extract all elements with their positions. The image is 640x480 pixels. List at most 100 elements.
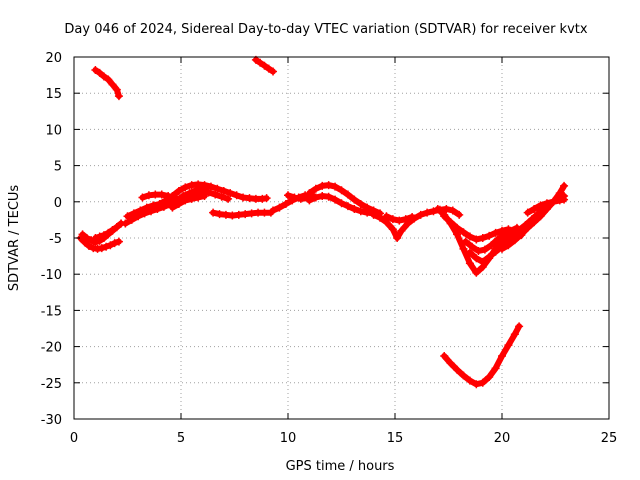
data-point bbox=[515, 322, 524, 331]
data-point bbox=[446, 359, 455, 368]
data-point bbox=[324, 192, 333, 201]
data-point bbox=[168, 203, 177, 212]
y-axis-label: SDTVAR / TECUs bbox=[7, 185, 22, 292]
data-point bbox=[264, 64, 273, 73]
data-point bbox=[502, 234, 511, 242]
data-point bbox=[408, 213, 417, 222]
data-point bbox=[472, 268, 481, 277]
data-point bbox=[401, 215, 410, 224]
data-point bbox=[416, 210, 425, 219]
data-point bbox=[99, 72, 108, 81]
data-point bbox=[153, 205, 162, 214]
data-point bbox=[448, 206, 457, 215]
data-point bbox=[209, 208, 218, 217]
data-point bbox=[504, 241, 513, 250]
data-point bbox=[147, 207, 156, 216]
data-point bbox=[560, 181, 569, 190]
data-point bbox=[465, 232, 474, 241]
data-point bbox=[382, 212, 391, 221]
data-point bbox=[331, 195, 340, 204]
data-point bbox=[478, 257, 487, 266]
x-tick-label: 10 bbox=[280, 431, 297, 446]
data-point bbox=[305, 196, 314, 205]
data-point bbox=[281, 199, 290, 208]
data-point bbox=[114, 237, 123, 246]
data-point bbox=[491, 247, 500, 256]
data-point bbox=[453, 365, 462, 374]
data-point bbox=[311, 193, 320, 202]
data-point bbox=[102, 242, 111, 251]
data-point bbox=[127, 215, 136, 224]
data-point bbox=[343, 190, 352, 199]
y-tick-label: -20 bbox=[41, 341, 62, 356]
data-series bbox=[76, 55, 569, 389]
data-point bbox=[459, 228, 468, 237]
data-point bbox=[290, 193, 299, 202]
data-point bbox=[260, 61, 269, 70]
data-point bbox=[106, 241, 115, 250]
x-tick-label: 0 bbox=[70, 431, 78, 446]
data-point bbox=[108, 226, 117, 235]
data-point bbox=[487, 241, 496, 250]
data-point bbox=[480, 245, 489, 254]
data-point bbox=[433, 205, 442, 214]
data-point bbox=[194, 193, 203, 202]
data-point bbox=[337, 199, 346, 208]
data-point bbox=[269, 206, 278, 215]
data-point bbox=[114, 92, 123, 101]
data-point bbox=[84, 241, 93, 250]
data-point bbox=[350, 205, 359, 214]
y-tick-label: 20 bbox=[45, 51, 62, 66]
data-series-arc-24 bbox=[441, 323, 523, 388]
data-point bbox=[397, 226, 406, 235]
data-point bbox=[134, 212, 143, 221]
data-point bbox=[311, 184, 320, 193]
data-point bbox=[108, 80, 117, 89]
data-point bbox=[442, 205, 451, 214]
data-point bbox=[356, 207, 365, 216]
data-point bbox=[446, 218, 455, 227]
data-point bbox=[465, 376, 474, 385]
y-tick-label: -15 bbox=[41, 304, 62, 319]
y-tick-label: 5 bbox=[54, 160, 62, 175]
data-point bbox=[461, 237, 470, 246]
y-tick-label: -5 bbox=[49, 232, 62, 247]
data-point bbox=[219, 186, 228, 195]
y-tick-label: -25 bbox=[41, 377, 62, 392]
data-point bbox=[174, 199, 183, 208]
data-point bbox=[157, 190, 166, 199]
data-point bbox=[140, 209, 149, 218]
data-point bbox=[324, 181, 333, 190]
data-point bbox=[112, 85, 121, 94]
data-point bbox=[388, 215, 397, 224]
data-point bbox=[95, 232, 104, 241]
chart-title: Day 046 of 2024, Sidereal Day-to-day VTE… bbox=[64, 22, 587, 37]
data-point bbox=[356, 199, 365, 208]
x-tick-label: 25 bbox=[601, 431, 618, 446]
data-point bbox=[337, 186, 346, 195]
data-point bbox=[504, 341, 513, 350]
data-point bbox=[91, 234, 100, 242]
data-point bbox=[104, 75, 113, 84]
data-point bbox=[498, 244, 506, 253]
data-point bbox=[478, 234, 487, 242]
data-point bbox=[523, 208, 532, 217]
data-point bbox=[468, 242, 477, 251]
axis-ticks: 0 5 10 15 20 25 -30 -25 -20 -15 -10 -5 0 5 10 15 20 bbox=[41, 51, 618, 446]
data-point bbox=[97, 244, 106, 253]
data-point bbox=[465, 248, 474, 257]
data-point bbox=[350, 195, 359, 204]
data-point bbox=[459, 371, 468, 380]
data-point bbox=[78, 230, 87, 239]
data-point bbox=[455, 210, 464, 219]
data-point bbox=[269, 67, 278, 76]
data-point bbox=[159, 202, 168, 211]
data-point bbox=[202, 186, 211, 195]
data-point bbox=[138, 193, 147, 202]
data-point bbox=[478, 378, 487, 387]
data-point bbox=[275, 203, 284, 212]
data-point bbox=[534, 209, 543, 218]
data-point bbox=[393, 234, 402, 242]
data-point bbox=[211, 190, 220, 199]
data-point bbox=[82, 234, 91, 242]
